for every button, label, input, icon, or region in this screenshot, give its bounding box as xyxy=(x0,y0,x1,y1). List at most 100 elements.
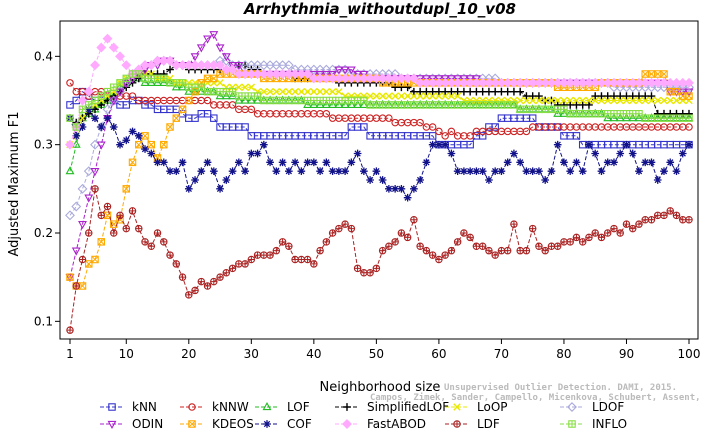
data-point xyxy=(541,176,550,184)
data-point xyxy=(528,114,537,122)
data-point xyxy=(410,184,418,193)
data-point xyxy=(203,110,212,118)
data-point xyxy=(241,167,249,176)
data-point xyxy=(591,96,599,105)
x-tick-label: 30 xyxy=(244,347,259,361)
x-tick-label: 80 xyxy=(556,347,571,361)
series-COF xyxy=(66,105,693,202)
data-point xyxy=(65,139,75,150)
data-point xyxy=(372,264,381,273)
data-point xyxy=(522,96,531,105)
data-point xyxy=(385,114,393,122)
data-point xyxy=(184,86,194,95)
legend-label: ODIN xyxy=(132,417,163,431)
data-point xyxy=(660,70,668,78)
data-point xyxy=(190,86,200,95)
data-point xyxy=(372,92,381,100)
data-point xyxy=(310,260,318,268)
data-point xyxy=(272,246,281,255)
data-point xyxy=(141,145,149,153)
data-point xyxy=(510,149,518,158)
data-point xyxy=(610,96,618,105)
data-point xyxy=(528,167,537,176)
data-point xyxy=(547,167,556,176)
data-point xyxy=(97,238,106,246)
data-point xyxy=(309,70,319,79)
data-point xyxy=(685,123,693,131)
data-point xyxy=(460,229,468,237)
data-point xyxy=(491,251,499,259)
data-point xyxy=(291,255,299,264)
data-point xyxy=(447,127,456,136)
data-point xyxy=(203,96,212,105)
data-point xyxy=(203,35,213,44)
data-point xyxy=(459,75,469,84)
data-point xyxy=(353,70,363,79)
data-point xyxy=(77,95,88,106)
data-point xyxy=(91,185,99,193)
data-point xyxy=(321,70,331,79)
legend-label: KDEOS xyxy=(212,417,254,431)
data-point xyxy=(297,167,306,176)
y-tick-label: 0.1 xyxy=(34,314,53,328)
data-point xyxy=(316,96,324,105)
data-point xyxy=(597,96,606,105)
data-point xyxy=(209,167,218,176)
data-point xyxy=(641,158,650,167)
data-point xyxy=(310,87,318,96)
y-tick-label: 0.3 xyxy=(34,138,53,152)
data-point xyxy=(121,60,132,71)
data-point xyxy=(166,74,174,83)
data-point xyxy=(210,74,218,83)
data-point xyxy=(160,74,168,83)
legend-item-LDF: LDF xyxy=(445,417,500,431)
data-point xyxy=(66,101,74,109)
data-point xyxy=(585,101,593,109)
data-point xyxy=(141,132,149,140)
data-point xyxy=(422,158,431,167)
data-point xyxy=(585,140,593,149)
data-point xyxy=(297,87,306,96)
legend-label: LDF xyxy=(477,417,500,431)
data-point xyxy=(366,92,374,100)
watermark-line-1: Unsupervised Outlier Detection. DAMI, 20… xyxy=(444,382,677,393)
data-point xyxy=(653,211,662,220)
data-point xyxy=(347,224,356,233)
data-point xyxy=(346,99,356,109)
data-point xyxy=(559,108,569,117)
data-point xyxy=(203,282,212,290)
data-point xyxy=(428,251,437,259)
data-point xyxy=(453,238,462,246)
data-point xyxy=(541,96,549,105)
data-point xyxy=(516,246,524,255)
x-tick-label: 60 xyxy=(431,347,446,361)
x-tick-label: 50 xyxy=(369,347,384,361)
series-LDF xyxy=(66,185,693,334)
data-point xyxy=(91,255,99,264)
data-point xyxy=(628,113,638,122)
data-point xyxy=(685,114,693,122)
data-point xyxy=(641,96,649,105)
data-point xyxy=(535,242,543,251)
data-point xyxy=(572,158,581,167)
data-point xyxy=(560,158,568,167)
data-point xyxy=(191,176,199,184)
data-point xyxy=(178,79,187,87)
data-point xyxy=(647,158,656,167)
data-point xyxy=(322,238,331,246)
data-point xyxy=(672,167,681,176)
data-point xyxy=(159,77,169,86)
data-point xyxy=(153,77,162,86)
data-point xyxy=(535,92,543,100)
data-point xyxy=(466,132,474,140)
data-point xyxy=(321,99,331,109)
data-point xyxy=(71,247,81,256)
data-point xyxy=(554,96,562,105)
data-point xyxy=(622,140,631,149)
data-point xyxy=(234,62,244,71)
data-point xyxy=(391,238,399,246)
data-point xyxy=(615,113,625,122)
data-point xyxy=(141,238,149,246)
data-point xyxy=(566,96,574,105)
data-point xyxy=(316,87,324,96)
